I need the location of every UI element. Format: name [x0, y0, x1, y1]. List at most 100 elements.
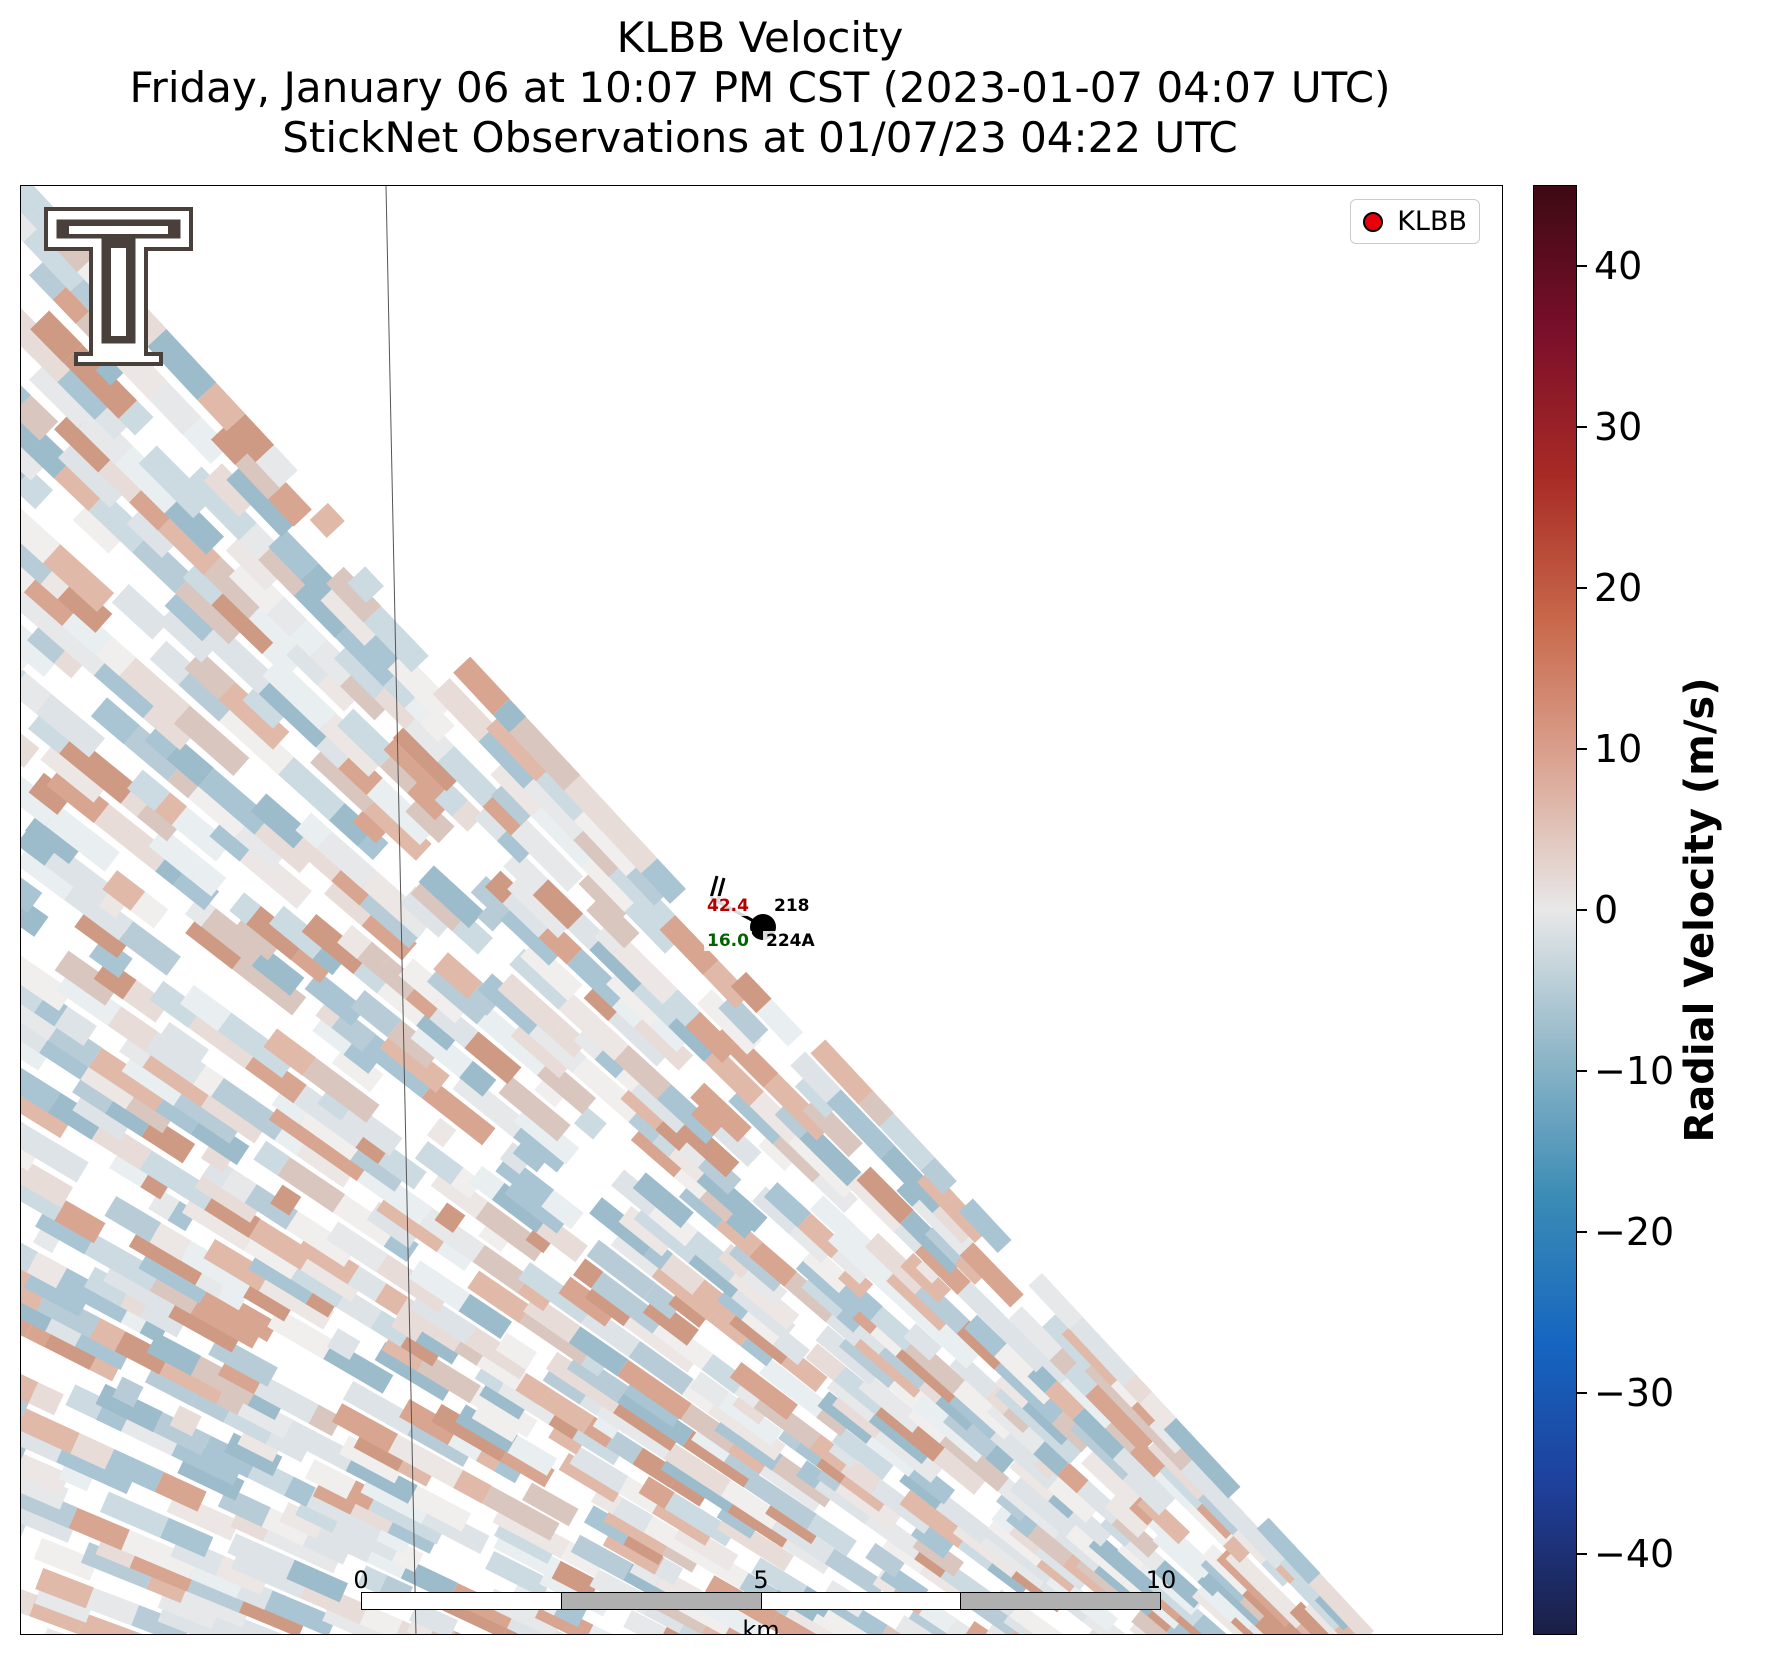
velocity-gate [685, 1011, 737, 1064]
velocity-gate [1222, 1534, 1252, 1563]
velocity-gate [88, 492, 150, 553]
velocity-gate [21, 1242, 38, 1273]
velocity-gate [32, 1221, 64, 1254]
velocity-gate [157, 1587, 220, 1629]
velocity-gate [692, 1279, 742, 1324]
velocity-gate [211, 587, 280, 655]
velocity-gate [56, 970, 122, 1026]
velocity-gate [21, 1067, 61, 1113]
velocity-gate [147, 328, 217, 401]
velocity-gate [589, 934, 648, 993]
velocity-gate [164, 587, 220, 642]
velocity-gate [299, 1578, 368, 1625]
velocity-gate [305, 1285, 340, 1318]
velocity-gate [270, 1184, 302, 1216]
velocity-gate [946, 1618, 980, 1634]
velocity-gate [539, 1388, 595, 1434]
radar-map[interactable]: 42.4 218 16.0 224A KLBB 0 5 10 km [20, 185, 1503, 1635]
velocity-gate [156, 1021, 209, 1069]
velocity-gate [743, 1471, 817, 1530]
legend-label: KLBB [1397, 206, 1467, 237]
velocity-gate [21, 385, 31, 406]
colorbar-tick-label: 30 [1594, 404, 1643, 449]
velocity-gate [749, 1091, 803, 1144]
velocity-gate [590, 1484, 623, 1515]
velocity-gate [511, 1514, 571, 1559]
colorbar-tick-label: 10 [1594, 726, 1643, 771]
velocity-gate [217, 1012, 296, 1078]
velocity-gate [317, 668, 361, 712]
velocity-gate [21, 877, 43, 913]
velocity-gate [447, 1426, 487, 1461]
velocity-gate [573, 1024, 609, 1060]
velocity-gate [185, 914, 247, 970]
velocity-gate [558, 993, 629, 1061]
velocity-gate [426, 964, 492, 1025]
velocity-gate [21, 1374, 39, 1404]
velocity-gate [290, 942, 335, 984]
velocity-gate [182, 559, 229, 606]
velocity-gate [866, 1429, 920, 1477]
velocity-gate [178, 666, 236, 722]
velocity-gate [296, 1233, 360, 1285]
velocity-gate [1044, 1380, 1085, 1420]
velocity-gate [608, 1005, 672, 1067]
velocity-gate [831, 1426, 894, 1481]
velocity-gate [531, 801, 598, 868]
velocity-gate [255, 444, 298, 488]
velocity-gate [1027, 1524, 1074, 1567]
velocity-gate [29, 361, 97, 429]
velocity-gate [264, 1590, 337, 1634]
velocity-gate [197, 382, 246, 432]
velocity-gate [838, 1264, 874, 1299]
velocity-gate [202, 623, 276, 695]
velocity-gate [343, 1036, 383, 1074]
velocity-gate [171, 806, 232, 862]
velocity-gate [70, 1433, 115, 1470]
velocity-gate [170, 1536, 225, 1576]
velocity-gate [1163, 1417, 1223, 1479]
velocity-gate [419, 1207, 485, 1263]
velocity-gate [840, 1457, 882, 1495]
velocity-gate [548, 1420, 587, 1455]
velocity-gate [771, 1513, 835, 1564]
velocity-gate [38, 1174, 74, 1208]
velocity-gate [1308, 1573, 1374, 1634]
velocity-gate [606, 968, 666, 1027]
velocity-gate [492, 1504, 521, 1533]
colorbar-tick-label: 20 [1594, 565, 1643, 610]
velocity-gate [124, 725, 184, 782]
velocity-gate [1104, 1494, 1150, 1538]
velocity-gate [507, 873, 574, 939]
velocity-gate [839, 1278, 883, 1321]
velocity-gate [699, 1184, 739, 1223]
velocity-gate [155, 1091, 204, 1135]
velocity-gate [492, 699, 527, 733]
velocity-gate [187, 1571, 247, 1613]
velocity-gate [520, 940, 583, 1001]
velocity-gate [164, 495, 225, 555]
velocity-gate [21, 1139, 41, 1172]
velocity-gate [525, 1223, 556, 1254]
velocity-gate [870, 1319, 909, 1357]
velocity-gate [718, 993, 769, 1045]
velocity-gate [120, 1411, 181, 1456]
velocity-gate [628, 1340, 694, 1396]
velocity-gate [144, 1362, 201, 1406]
velocity-gate [331, 863, 375, 906]
velocity-gate [276, 835, 315, 874]
velocity-gate [756, 998, 804, 1047]
velocity-gate [228, 559, 284, 615]
velocity-gate [149, 1271, 202, 1315]
velocity-gate [497, 1375, 560, 1425]
velocity-gate [956, 1320, 1007, 1370]
velocity-gate [226, 462, 300, 538]
velocity-gate [29, 256, 73, 300]
velocity-gate [148, 1189, 180, 1221]
velocity-gate [45, 1310, 86, 1347]
velocity-gate [251, 947, 305, 996]
velocity-gate [316, 1519, 376, 1563]
velocity-gate [157, 512, 222, 576]
velocity-gate [21, 1468, 69, 1510]
velocity-gate [33, 1537, 98, 1581]
